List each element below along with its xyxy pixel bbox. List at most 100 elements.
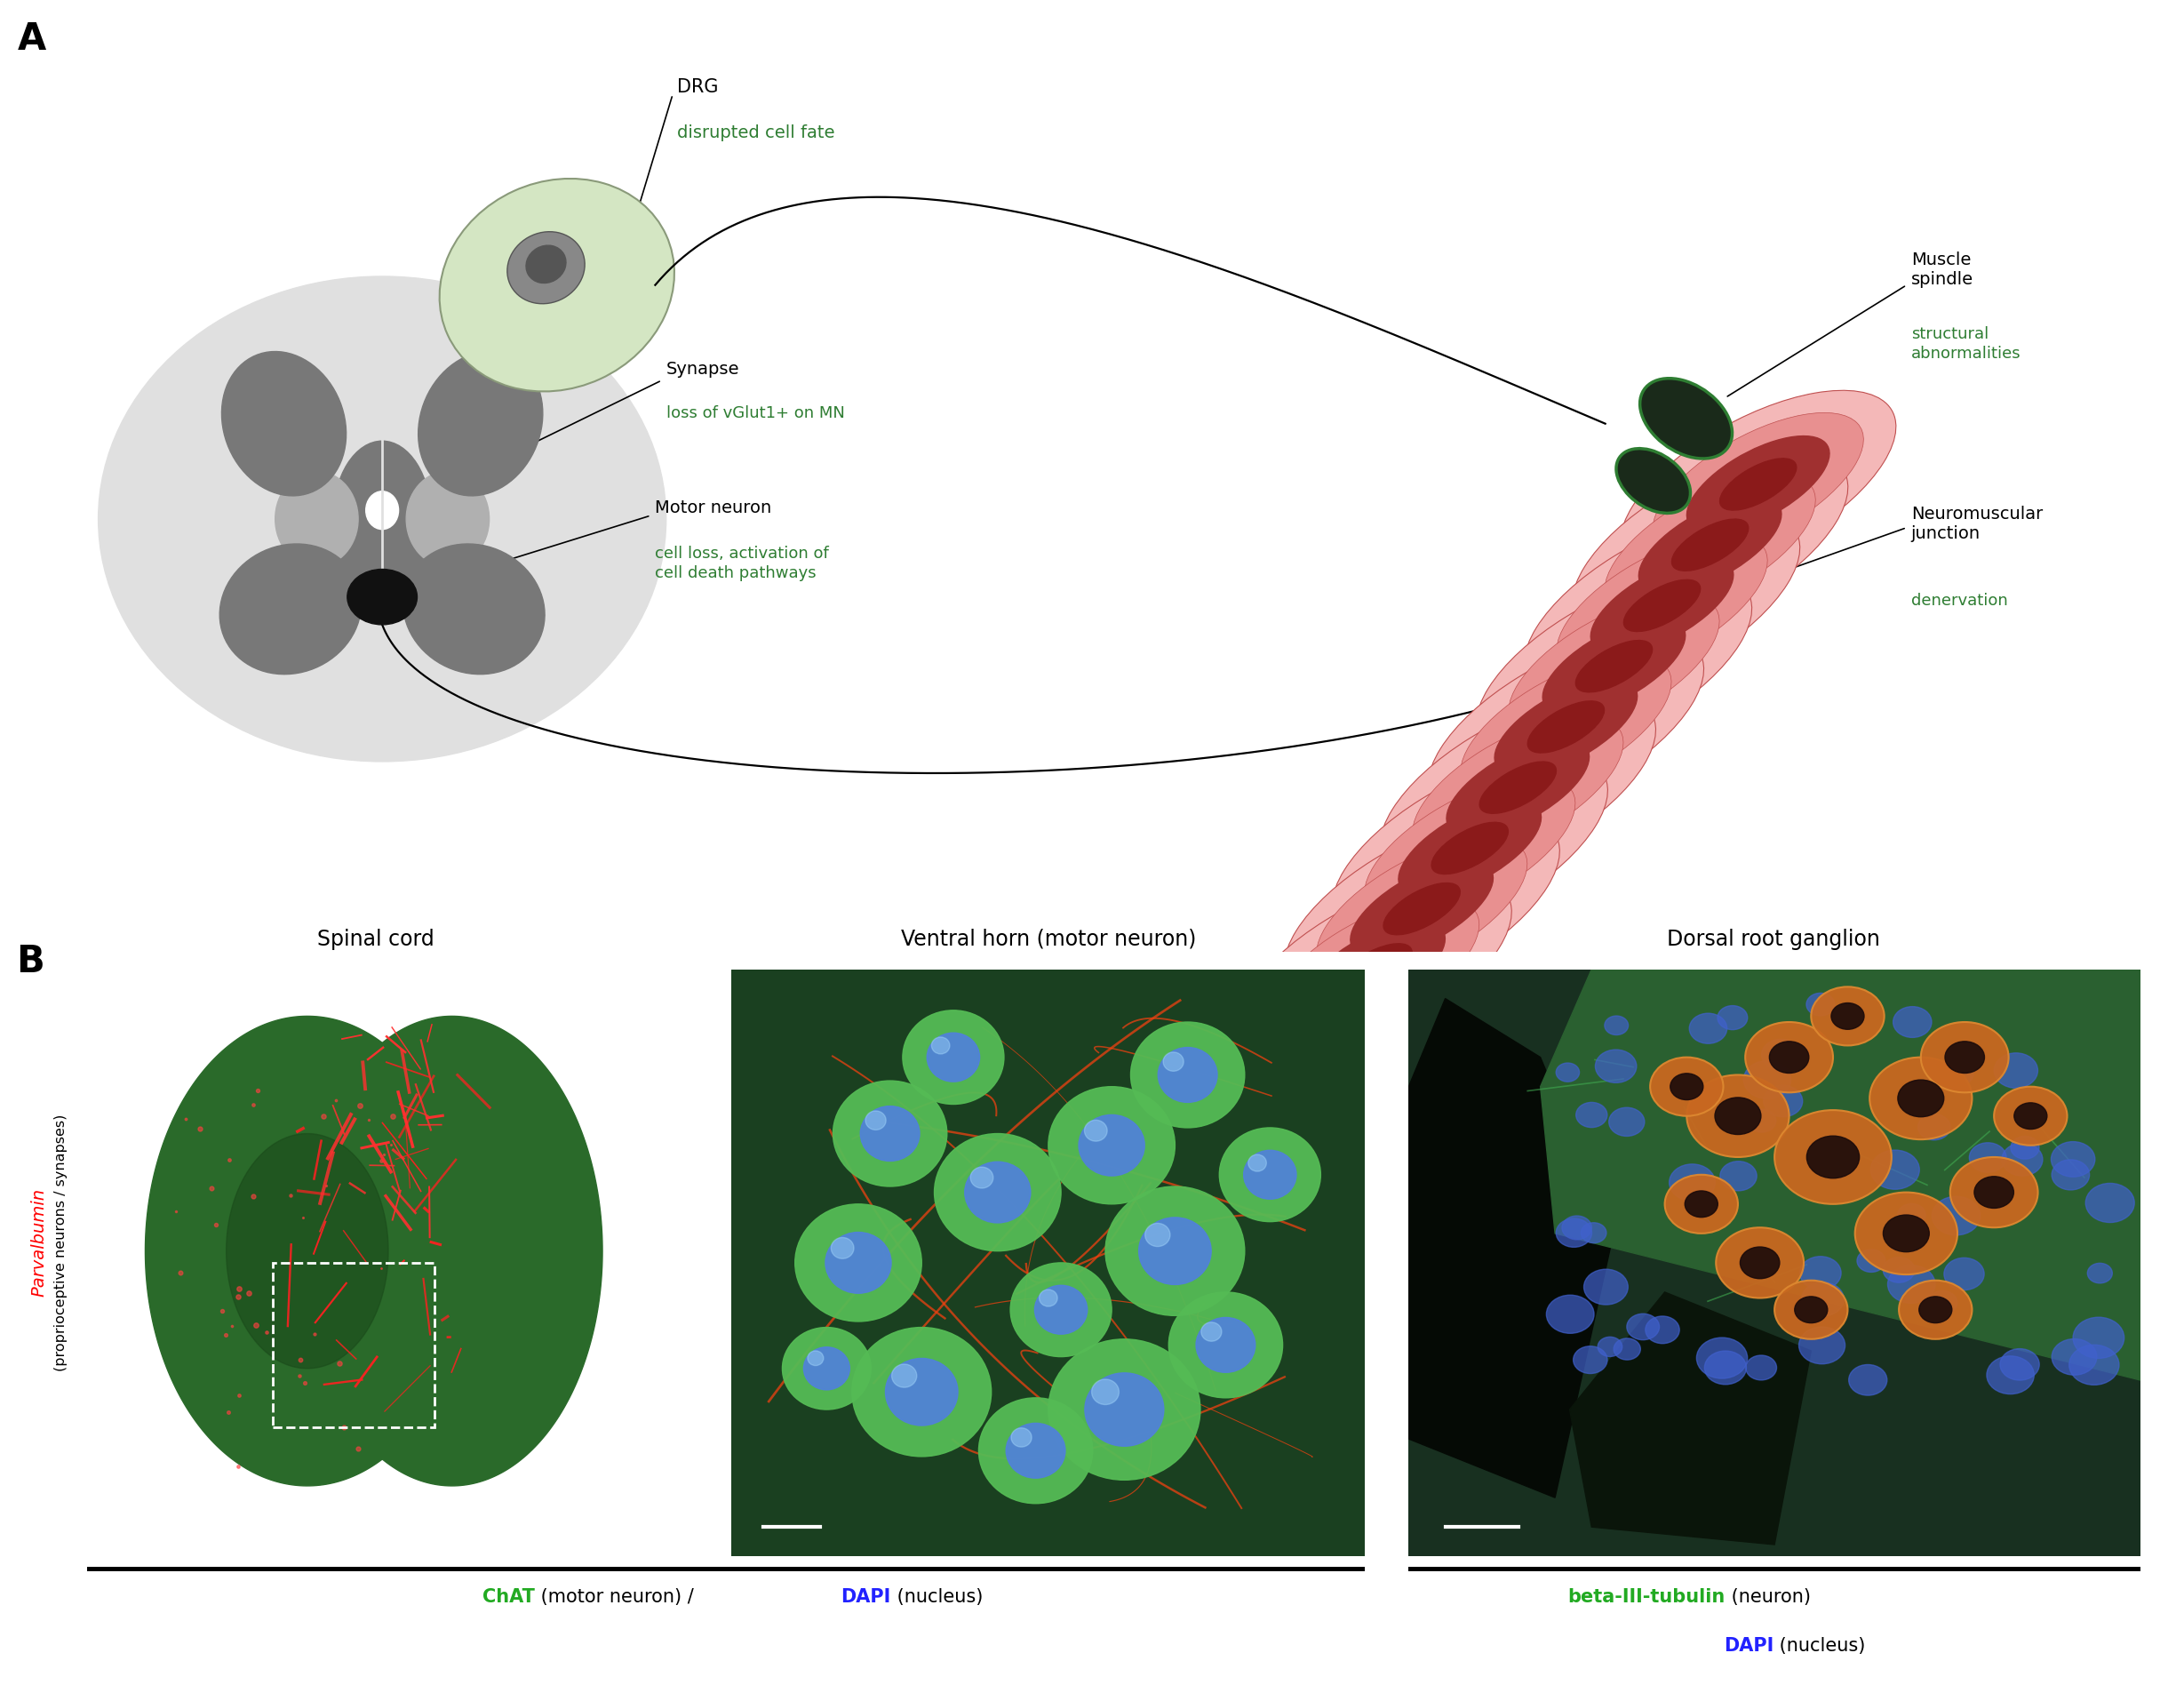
Ellipse shape: [439, 179, 675, 393]
Circle shape: [1035, 1286, 1088, 1334]
Circle shape: [1970, 1143, 2007, 1172]
Polygon shape: [221, 544, 360, 675]
Text: DRG: DRG: [677, 78, 719, 95]
Circle shape: [1872, 1150, 1920, 1189]
Circle shape: [1688, 1014, 1728, 1044]
Circle shape: [1011, 1262, 1112, 1357]
Circle shape: [2088, 1264, 2112, 1283]
Ellipse shape: [1461, 657, 1671, 799]
Ellipse shape: [1413, 716, 1623, 859]
Ellipse shape: [1542, 619, 1686, 714]
Circle shape: [1811, 987, 1885, 1046]
Circle shape: [2011, 1136, 2040, 1160]
Circle shape: [1704, 1351, 1747, 1385]
Circle shape: [1555, 1063, 1579, 1082]
Circle shape: [1243, 1150, 1297, 1199]
Text: (proprioceptive neurons / synapses): (proprioceptive neurons / synapses): [55, 1112, 68, 1371]
Circle shape: [1627, 1313, 1660, 1340]
Circle shape: [1920, 1296, 1952, 1323]
Circle shape: [1610, 1107, 1645, 1136]
Circle shape: [1555, 1218, 1592, 1247]
Circle shape: [1721, 1162, 1756, 1191]
Circle shape: [1048, 1087, 1175, 1204]
Text: B: B: [15, 942, 44, 980]
Text: Dorsal root ganglion: Dorsal root ganglion: [1666, 927, 1880, 949]
Text: Spinal cord: Spinal cord: [317, 927, 435, 949]
Circle shape: [1883, 1215, 1928, 1252]
Text: (neuron): (neuron): [1725, 1587, 1811, 1604]
Ellipse shape: [1605, 475, 1815, 617]
Polygon shape: [1409, 970, 2140, 1556]
Circle shape: [1168, 1293, 1282, 1398]
Ellipse shape: [1334, 944, 1413, 995]
Circle shape: [970, 1167, 994, 1189]
Ellipse shape: [1719, 459, 1797, 510]
Circle shape: [1922, 1022, 2009, 1092]
Circle shape: [891, 1364, 917, 1388]
Ellipse shape: [1623, 580, 1701, 633]
Ellipse shape: [1365, 777, 1575, 920]
Ellipse shape: [1446, 740, 1590, 837]
Circle shape: [1854, 1192, 1957, 1274]
Circle shape: [1684, 1191, 1719, 1218]
Circle shape: [865, 1111, 887, 1129]
Circle shape: [1795, 1296, 1828, 1323]
Circle shape: [852, 1327, 992, 1456]
Circle shape: [804, 1347, 850, 1390]
Ellipse shape: [1509, 595, 1719, 738]
Circle shape: [1887, 1266, 1935, 1303]
Circle shape: [885, 1359, 959, 1425]
Circle shape: [2073, 1318, 2125, 1359]
Text: Neuromuscular
junction: Neuromuscular junction: [1911, 505, 2042, 543]
Circle shape: [935, 1135, 1061, 1252]
Circle shape: [1144, 1223, 1171, 1247]
Ellipse shape: [406, 471, 489, 566]
Circle shape: [1581, 1223, 1607, 1243]
Text: Synapse: Synapse: [666, 361, 740, 378]
Circle shape: [1158, 1048, 1216, 1102]
Circle shape: [1773, 1281, 1848, 1339]
Circle shape: [1745, 1022, 1832, 1092]
Circle shape: [965, 1162, 1031, 1223]
Circle shape: [1105, 1187, 1245, 1317]
Circle shape: [1870, 1058, 1972, 1140]
Ellipse shape: [1221, 959, 1431, 1102]
Circle shape: [1614, 1339, 1640, 1361]
Circle shape: [1802, 1283, 1843, 1317]
Text: (motor neuron) /: (motor neuron) /: [535, 1587, 699, 1604]
Ellipse shape: [1653, 413, 1863, 556]
Ellipse shape: [1332, 755, 1607, 942]
Circle shape: [1800, 1327, 1845, 1364]
Circle shape: [1717, 1005, 1747, 1031]
Circle shape: [1651, 1058, 1723, 1116]
Polygon shape: [1570, 1293, 1811, 1545]
Circle shape: [1856, 1250, 1885, 1272]
Circle shape: [2003, 1143, 2042, 1175]
Polygon shape: [308, 1075, 452, 1427]
Circle shape: [902, 1010, 1005, 1104]
Ellipse shape: [507, 233, 585, 304]
Ellipse shape: [1640, 379, 1732, 459]
Polygon shape: [404, 544, 544, 675]
Circle shape: [1747, 1109, 1776, 1133]
Ellipse shape: [1590, 558, 1734, 655]
Circle shape: [1944, 1259, 1985, 1291]
Circle shape: [1562, 1216, 1592, 1240]
Polygon shape: [1540, 970, 2140, 1381]
Circle shape: [1762, 1039, 1800, 1070]
Text: DAPI: DAPI: [1723, 1636, 1773, 1653]
Text: ChAT: ChAT: [483, 1587, 535, 1604]
Circle shape: [978, 1398, 1092, 1504]
Text: Motor neuron: Motor neuron: [655, 498, 771, 515]
Circle shape: [1671, 1073, 1704, 1101]
Circle shape: [782, 1327, 871, 1410]
Circle shape: [347, 570, 417, 626]
Ellipse shape: [1527, 701, 1605, 754]
Ellipse shape: [1254, 981, 1398, 1078]
Circle shape: [2014, 1102, 2046, 1129]
Text: denervation: denervation: [1911, 592, 2007, 609]
Ellipse shape: [98, 277, 666, 762]
Ellipse shape: [1428, 633, 1704, 822]
Circle shape: [1918, 1114, 1950, 1140]
Ellipse shape: [1524, 512, 1800, 701]
